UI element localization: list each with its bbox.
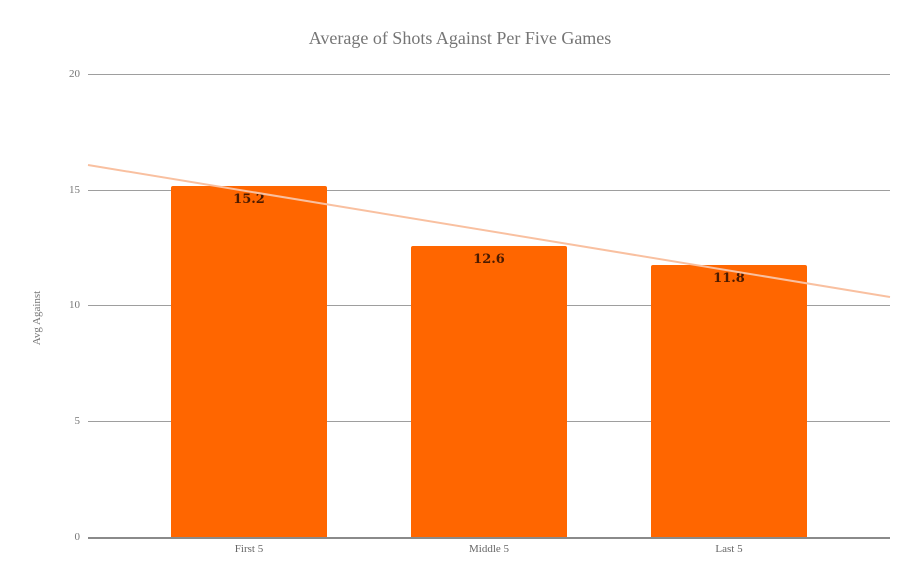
gridline-20 bbox=[88, 74, 890, 75]
y-tick-10: 10 bbox=[69, 299, 80, 311]
data-label: 11.8 bbox=[713, 271, 745, 286]
gridline-15 bbox=[88, 190, 890, 191]
data-label: 15.2 bbox=[233, 192, 265, 207]
x-tick-first-5: First 5 bbox=[234, 543, 264, 555]
chart-title: Average of Shots Against Per Five Games bbox=[308, 28, 612, 48]
y-tick-20: 20 bbox=[69, 68, 80, 80]
bar-first-5: 15.2 bbox=[171, 186, 327, 537]
data-label: 12.6 bbox=[473, 252, 505, 267]
x-axis-baseline bbox=[88, 537, 890, 539]
y-tick-0: 0 bbox=[74, 531, 81, 543]
y-tick-5: 5 bbox=[74, 415, 81, 427]
bar-middle-5: 12.6 bbox=[411, 246, 567, 537]
x-tick-middle-5: Middle 5 bbox=[468, 543, 510, 555]
bar-last-5: 11.8 bbox=[651, 265, 807, 537]
y-tick-15: 15 bbox=[69, 184, 80, 196]
x-tick-last-5: Last 5 bbox=[715, 543, 743, 555]
